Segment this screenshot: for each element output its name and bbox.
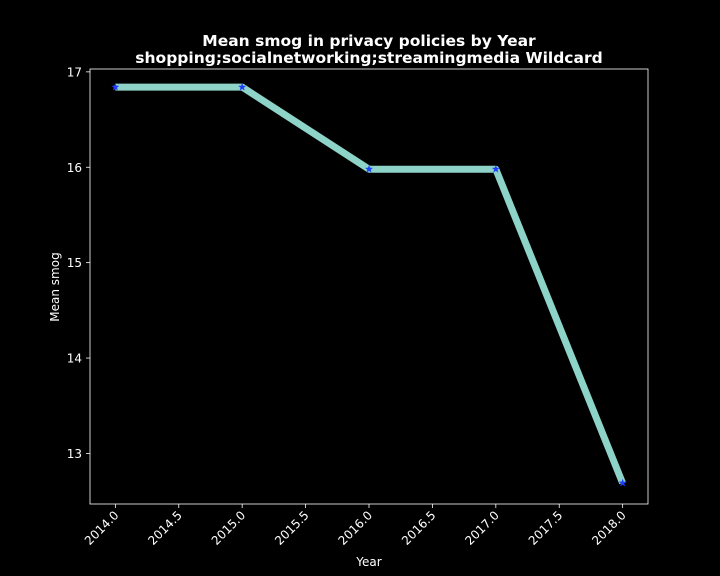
data-point-marker [618, 478, 627, 487]
y-tick-label: 17 [67, 65, 82, 79]
x-axis-label: Year [355, 555, 381, 569]
data-point-marker [238, 82, 247, 91]
data-point-marker [364, 164, 374, 173]
y-axis-ticks: 13 14 15 16 17 [67, 65, 90, 461]
y-tick-label: 16 [67, 161, 82, 175]
chart-subtitle: shopping;socialnetworking;streamingmedia… [135, 49, 602, 67]
series-layer [111, 82, 627, 487]
y-tick-label: 13 [67, 447, 82, 461]
y-tick-label: 14 [67, 352, 82, 366]
chart-title: Mean smog in privacy policies by Year [202, 32, 536, 50]
data-point-marker [111, 82, 120, 91]
y-axis-label: Mean smog [48, 252, 62, 321]
data-point-marker [491, 164, 500, 173]
y-tick-label: 15 [67, 256, 82, 270]
